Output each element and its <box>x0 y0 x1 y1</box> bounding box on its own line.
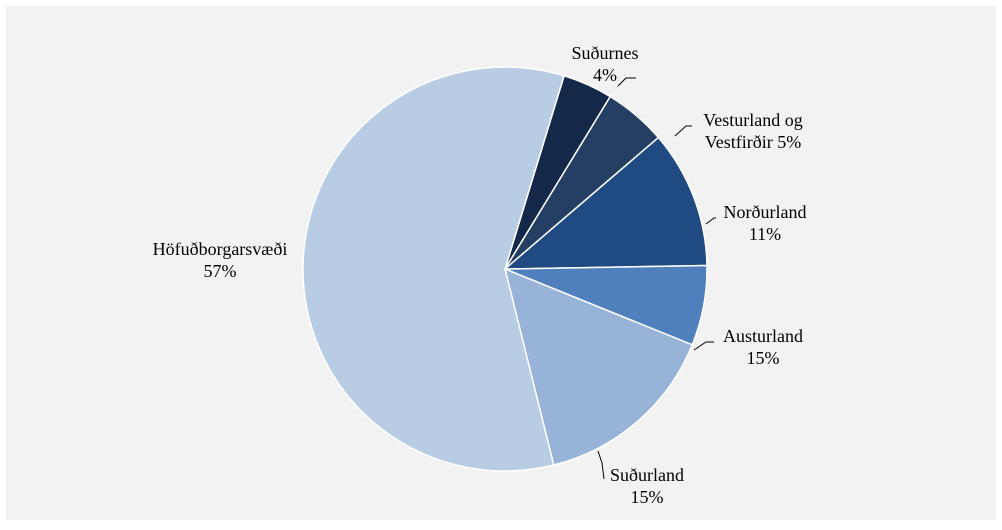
leader-line-0 <box>617 77 636 87</box>
pie-chart: Suðurnes 4% Vesturland og Vestfirðir 5% Norð… <box>153 43 807 507</box>
slice-label-line: Norðurland <box>724 202 807 222</box>
slice-label-line: 15% <box>631 487 664 507</box>
pie-slice-2 <box>502 136 708 270</box>
slice-label-5: Höfuðborgarsvæði 57% <box>153 239 288 281</box>
leader-line-2 <box>705 217 716 225</box>
slice-label-2: Norðurland 11% <box>724 202 807 244</box>
slice-label-line: 4% <box>593 65 617 85</box>
slice-label-line: Höfuðborgarsvæði <box>153 239 288 259</box>
slice-label-3: Austurland 15% <box>723 326 803 368</box>
leader-line-3 <box>693 341 714 351</box>
leader-line-4 <box>597 450 605 480</box>
slice-label-line: Vesturland og <box>703 110 802 130</box>
slice-label-line: Vestfirðir 5% <box>705 132 801 152</box>
chart-frame: Suðurnes 4% Vesturland og Vestfirðir 5% Norð… <box>6 6 996 520</box>
slice-label-1: Vesturland og Vestfirðir 5% <box>703 110 802 152</box>
slice-label-line: 15% <box>747 348 780 368</box>
leader-lines <box>597 77 716 480</box>
slice-label-line: Austurland <box>723 326 803 346</box>
slice-label-line: 57% <box>204 261 237 281</box>
slice-label-line: 11% <box>749 224 781 244</box>
slice-label-line: Suðurland <box>610 465 684 485</box>
pie-slices <box>302 66 708 472</box>
pie-slice-4 <box>503 267 694 466</box>
slice-label-line: Suðurnes <box>572 43 639 63</box>
slice-label-4: Suðurland 15% <box>610 465 684 507</box>
slice-labels: Suðurnes 4% Vesturland og Vestfirðir 5% Norð… <box>153 43 807 507</box>
slice-label-0: Suðurnes 4% <box>572 43 639 85</box>
leader-line-1 <box>674 125 692 137</box>
pie-slice-5 <box>302 66 565 472</box>
